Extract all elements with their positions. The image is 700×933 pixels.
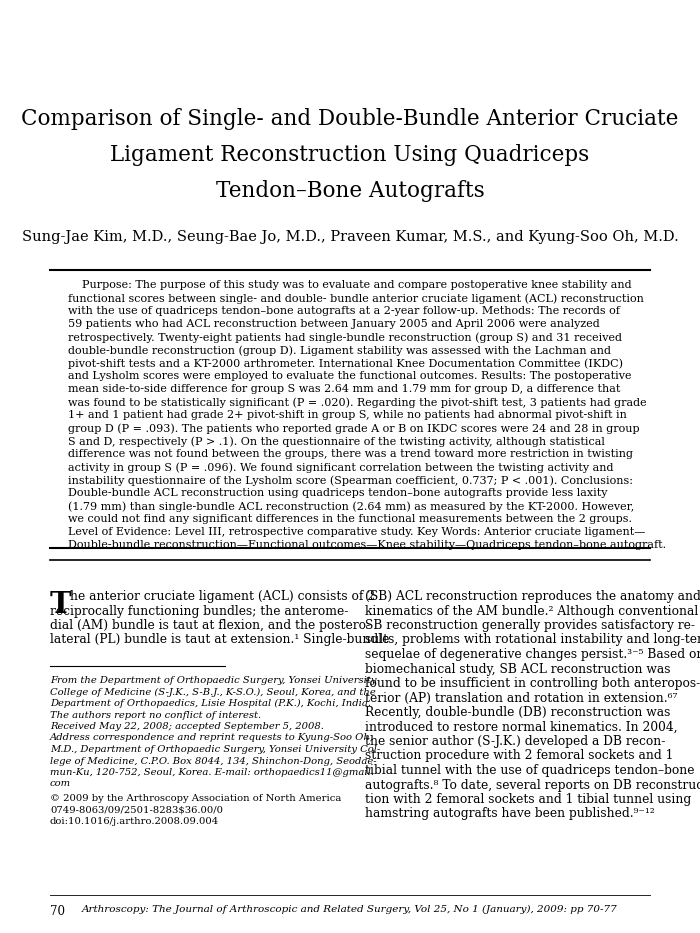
Text: instability questionnaire of the Lysholm score (Spearman coefficient, 0.737; P <: instability questionnaire of the Lysholm… (68, 475, 633, 485)
Text: Recently, double-bundle (DB) reconstruction was: Recently, double-bundle (DB) reconstruct… (365, 706, 671, 719)
Text: (1.79 mm) than single-bundle ACL reconstruction (2.64 mm) as measured by the KT-: (1.79 mm) than single-bundle ACL reconst… (68, 501, 634, 511)
Text: com: com (50, 779, 71, 788)
Text: reciprocally functioning bundles; the anterome-: reciprocally functioning bundles; the an… (50, 605, 349, 618)
Text: Address correspondence and reprint requests to Kyung-Soo Oh,: Address correspondence and reprint reque… (50, 733, 374, 743)
Text: and Lysholm scores were employed to evaluate the functional outcomes. Results: T: and Lysholm scores were employed to eval… (68, 371, 631, 381)
Text: kinematics of the AM bundle.² Although conventional: kinematics of the AM bundle.² Although c… (365, 605, 699, 618)
Text: activity in group S (P = .096). We found significant correlation between the twi: activity in group S (P = .096). We found… (68, 462, 613, 472)
Text: 0749-8063/09/2501-8283$36.00/0: 0749-8063/09/2501-8283$36.00/0 (50, 805, 223, 815)
Text: College of Medicine (S-J.K., S-B.J., K-S.O.), Seoul, Korea, and the: College of Medicine (S-J.K., S-B.J., K-S… (50, 688, 376, 697)
Text: functional scores between single- and double- bundle anterior cruciate ligament : functional scores between single- and do… (68, 293, 644, 303)
Text: Double-bundle ACL reconstruction using quadriceps tendon–bone autografts provide: Double-bundle ACL reconstruction using q… (68, 488, 608, 498)
Text: dial (AM) bundle is taut at flexion, and the postero-: dial (AM) bundle is taut at flexion, and… (50, 619, 370, 632)
Text: Received May 22, 2008; accepted September 5, 2008.: Received May 22, 2008; accepted Septembe… (50, 722, 324, 731)
Text: sequelae of degenerative changes persist.³⁻⁵ Based on a: sequelae of degenerative changes persist… (365, 648, 700, 661)
Text: (SB) ACL reconstruction reproduces the anatomy and: (SB) ACL reconstruction reproduces the a… (365, 590, 700, 603)
Text: he anterior cruciate ligament (ACL) consists of 2: he anterior cruciate ligament (ACL) cons… (70, 590, 375, 603)
Text: © 2009 by the Arthroscopy Association of North America: © 2009 by the Arthroscopy Association of… (50, 794, 342, 803)
Text: hamstring autografts have been published.⁹⁻¹²: hamstring autografts have been published… (365, 807, 654, 820)
Text: 1+ and 1 patient had grade 2+ pivot-shift in group S, while no patients had abno: 1+ and 1 patient had grade 2+ pivot-shif… (68, 410, 627, 420)
Text: 59 patients who had ACL reconstruction between January 2005 and April 2006 were : 59 patients who had ACL reconstruction b… (68, 319, 600, 329)
Text: biomechanical study, SB ACL reconstruction was: biomechanical study, SB ACL reconstructi… (365, 662, 671, 675)
Text: double-bundle reconstruction (group D). Ligament stability was assessed with the: double-bundle reconstruction (group D). … (68, 345, 611, 355)
Text: difference was not found between the groups, there was a trend toward more restr: difference was not found between the gro… (68, 449, 633, 459)
Text: introduced to restore normal kinematics. In 2004,: introduced to restore normal kinematics.… (365, 720, 678, 733)
Text: terior (AP) translation and rotation in extension.⁶⁷: terior (AP) translation and rotation in … (365, 691, 678, 704)
Text: tibial tunnel with the use of quadriceps tendon–bone: tibial tunnel with the use of quadriceps… (365, 764, 694, 777)
Text: lege of Medicine, C.P.O. Box 8044, 134, Shinchon-Dong, Seodae-: lege of Medicine, C.P.O. Box 8044, 134, … (50, 757, 377, 765)
Text: lateral (PL) bundle is taut at extension.¹ Single-bundle: lateral (PL) bundle is taut at extension… (50, 634, 389, 647)
Text: Double-bundle reconstruction—Functional outcomes—Knee stability—Quadriceps tendo: Double-bundle reconstruction—Functional … (68, 540, 666, 550)
Text: Arthroscopy: The Journal of Arthroscopic and Related Surgery, Vol 25, No 1 (Janu: Arthroscopy: The Journal of Arthroscopic… (82, 905, 618, 914)
Text: 70: 70 (50, 905, 65, 918)
Text: mun-Ku, 120-752, Seoul, Korea. E-mail: orthopaedics11@gmail.: mun-Ku, 120-752, Seoul, Korea. E-mail: o… (50, 768, 374, 777)
Text: tion with 2 femoral sockets and 1 tibial tunnel using: tion with 2 femoral sockets and 1 tibial… (365, 793, 692, 806)
Text: we could not find any significant differences in the functional measurements bet: we could not find any significant differ… (68, 514, 632, 524)
Text: SB reconstruction generally provides satisfactory re-: SB reconstruction generally provides sat… (365, 619, 695, 632)
Text: with the use of quadriceps tendon–bone autografts at a 2-year follow-up. Methods: with the use of quadriceps tendon–bone a… (68, 306, 620, 316)
Text: was found to be statistically significant (P = .020). Regarding the pivot-shift : was found to be statistically significan… (68, 397, 647, 408)
Text: group D (P = .093). The patients who reported grade A or B on IKDC scores were 2: group D (P = .093). The patients who rep… (68, 423, 640, 434)
Text: T: T (50, 590, 71, 619)
Text: struction procedure with 2 femoral sockets and 1: struction procedure with 2 femoral socke… (365, 749, 673, 762)
Text: The authors report no conflict of interest.: The authors report no conflict of intere… (50, 711, 261, 719)
Text: Sung-Jae Kim, M.D., Seung-Bae Jo, M.D., Praveen Kumar, M.S., and Kyung-Soo Oh, M: Sung-Jae Kim, M.D., Seung-Bae Jo, M.D., … (22, 230, 678, 244)
Text: M.D., Department of Orthopaedic Surgery, Yonsei University Col-: M.D., Department of Orthopaedic Surgery,… (50, 745, 380, 754)
Text: Comparison of Single- and Double-Bundle Anterior Cruciate: Comparison of Single- and Double-Bundle … (21, 108, 679, 130)
Text: doi:10.1016/j.arthro.2008.09.004: doi:10.1016/j.arthro.2008.09.004 (50, 817, 219, 826)
Text: mean side-to-side difference for group S was 2.64 mm and 1.79 mm for group D, a : mean side-to-side difference for group S… (68, 384, 620, 394)
Text: S and D, respectively (P > .1). On the questionnaire of the twisting activity, a: S and D, respectively (P > .1). On the q… (68, 436, 605, 447)
Text: autografts.⁸ To date, several reports on DB reconstruc-: autografts.⁸ To date, several reports on… (365, 778, 700, 791)
Text: Level of Evidence: Level III, retrospective comparative study. Key Words: Anteri: Level of Evidence: Level III, retrospect… (68, 527, 645, 537)
Text: the senior author (S-J.K.) developed a DB recon-: the senior author (S-J.K.) developed a D… (365, 735, 666, 748)
Text: Department of Orthopaedics, Lisie Hospital (P.K.), Kochi, India.: Department of Orthopaedics, Lisie Hospit… (50, 699, 371, 708)
Text: From the Department of Orthopaedic Surgery, Yonsei University: From the Department of Orthopaedic Surge… (50, 676, 377, 685)
Text: Tendon–Bone Autografts: Tendon–Bone Autografts (216, 180, 484, 202)
Text: pivot-shift tests and a KT-2000 arthrometer. International Knee Documentation Co: pivot-shift tests and a KT-2000 arthrome… (68, 358, 623, 369)
Text: Ligament Reconstruction Using Quadriceps: Ligament Reconstruction Using Quadriceps (111, 144, 589, 166)
Text: sults, problems with rotational instability and long-term: sults, problems with rotational instabil… (365, 634, 700, 647)
Text: found to be insufficient in controlling both anteropos-: found to be insufficient in controlling … (365, 677, 700, 690)
Text: Purpose: The purpose of this study was to evaluate and compare postoperative kne: Purpose: The purpose of this study was t… (68, 280, 631, 290)
Text: retrospectively. Twenty-eight patients had single-bundle reconstruction (group S: retrospectively. Twenty-eight patients h… (68, 332, 622, 342)
